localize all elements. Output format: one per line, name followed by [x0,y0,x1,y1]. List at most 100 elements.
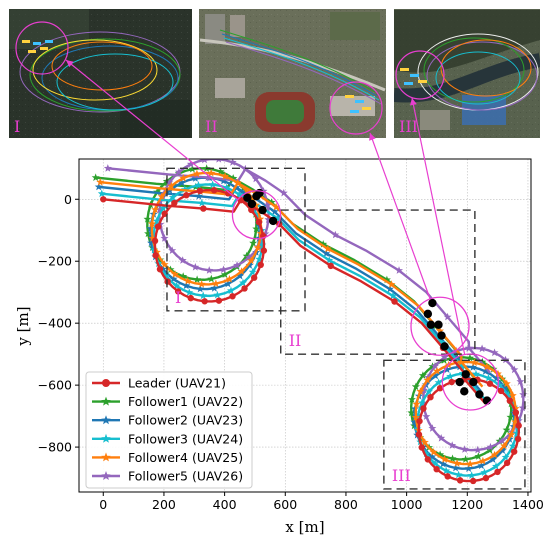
series-follower5 [103,159,528,454]
x-tick-label: 1200 [451,497,483,512]
series-point-follower3 [149,231,158,239]
series-point-leader [415,431,423,438]
series-point-leader [427,393,434,401]
series-point-follower4 [511,404,520,412]
series-point-follower1 [267,198,276,206]
series-point-follower3 [480,468,489,476]
series-point-follower2 [498,446,507,454]
y-tick-label: 0 [64,192,72,207]
series-point-follower1 [144,229,153,238]
uav-position-dot [461,370,470,379]
series-point-leader [482,474,490,482]
series-point-follower1 [188,164,197,173]
legend-swatch-marker [101,452,111,462]
series-point-leader [229,293,236,300]
series-point-follower5 [501,355,510,364]
series-line-follower3 [101,183,519,477]
x-tick-label: 600 [273,497,297,512]
series-point-follower3 [235,190,244,198]
series-point-follower5 [498,436,507,445]
series-point-follower2 [191,174,200,182]
series-point-leader [152,252,159,259]
series-point-follower5 [263,200,272,209]
series-point-follower2 [322,249,331,257]
series-point-follower4 [412,399,421,408]
series-point-follower4 [411,413,420,421]
series-point-follower3 [467,471,476,479]
series-leader [100,186,522,485]
series-point-follower4 [500,441,509,450]
series-point-follower5 [165,178,174,187]
x-tick-label: 1000 [391,497,423,512]
uav-position-dot [268,216,278,226]
series-point-leader [469,477,477,485]
series-point-follower5 [440,353,449,361]
series-point-follower1 [461,455,470,463]
series-point-leader [444,473,451,480]
legend-entry: Follower5 (UAV26) [92,469,243,484]
series-point-leader [420,405,427,412]
series-point-follower2 [489,455,497,463]
series-point-follower5 [216,159,222,163]
series-point-follower4 [253,243,262,252]
series-point-follower1 [504,386,513,395]
series-point-follower3 [199,291,208,300]
series-point-follower2 [385,284,394,293]
series-point-follower2 [196,284,205,293]
series-point-follower5 [168,246,177,254]
series-point-follower4 [211,279,220,287]
series-point-follower1 [440,356,449,364]
series-point-follower3 [422,449,431,458]
series-point-follower1 [216,167,225,176]
connector-arrowhead [409,98,417,106]
legend-label: Follower3 (UAV24) [128,431,243,446]
series-point-follower5 [264,215,273,223]
x-ticks: 0 200 400 600 800 1000 1200 1400 [99,492,544,512]
series-point-follower2 [431,371,440,380]
series-point-follower2 [410,417,419,426]
series-point-follower1 [418,371,427,379]
series-point-follower3 [194,181,203,189]
series-point-leader [391,298,398,305]
series-point-follower3 [442,466,451,475]
series-point-follower4 [482,362,491,371]
series-point-follower4 [466,459,475,468]
series-point-follower1 [242,251,251,260]
series-point-follower1 [319,240,328,248]
plot-frame [78,158,532,493]
series-point-follower3 [258,240,267,249]
connector-line [65,59,239,201]
inset-2-label: II [205,117,218,136]
series-point-follower2 [481,367,490,375]
series-point-follower1 [485,446,494,454]
series-point-follower4 [453,459,462,467]
y-tick-label: −800 [38,440,72,455]
series-point-leader [174,288,182,295]
series-point-follower2 [477,461,486,470]
series-point-follower1 [220,270,229,278]
series-point-follower2 [182,281,191,290]
legend-swatch-marker [102,379,110,387]
series-point-follower2 [94,182,103,191]
uav-position-dot [247,199,257,209]
series-point-follower4 [96,178,105,186]
uav-position-dot [475,390,484,399]
uav-position-dot [426,320,436,329]
series-point-follower4 [160,260,169,268]
series-point-follower5 [518,403,527,412]
uav-position-dot [482,396,492,405]
series-point-follower3 [172,281,181,290]
series-line-leader [103,188,521,483]
series-point-follower3 [227,286,235,295]
series-point-follower5 [424,373,432,381]
series-line-follower2 [98,176,516,470]
series-point-follower3 [495,381,504,389]
series-point-leader [416,417,423,425]
series-point-follower1 [489,365,498,373]
series-point-follower1 [465,353,474,362]
series-line-follower4 [100,171,517,466]
series-point-follower4 [272,202,281,211]
series-point-follower4 [440,455,449,463]
